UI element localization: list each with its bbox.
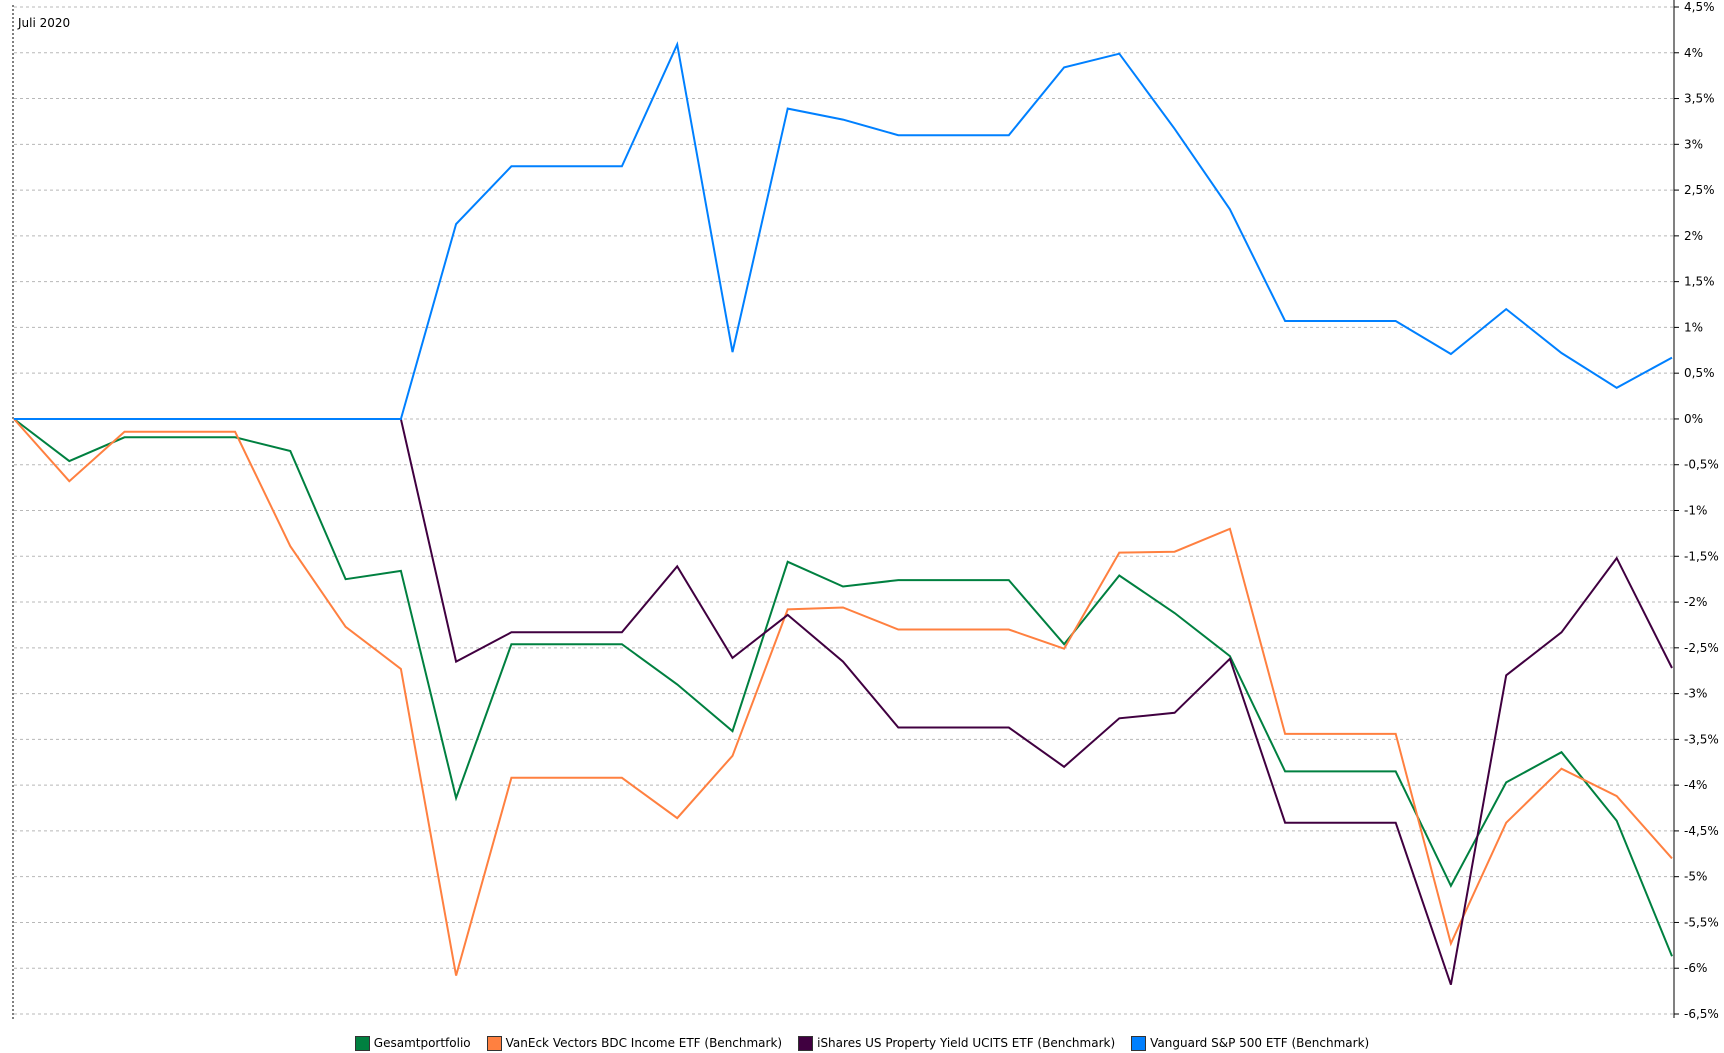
y-tick-label: -3% xyxy=(1684,687,1707,701)
legend-swatch xyxy=(486,1035,502,1051)
legend: Gesamtportfolio VanEck Vectors BDC Income… xyxy=(0,1033,1724,1053)
y-tick-label: -2% xyxy=(1684,595,1707,609)
legend-swatch xyxy=(798,1035,814,1051)
y-tick-label: 4,5% xyxy=(1684,0,1715,14)
y-tick-label: 3% xyxy=(1684,137,1703,151)
y-tick-label: -5,5% xyxy=(1684,915,1719,929)
y-tick-label: 3,5% xyxy=(1684,92,1715,106)
legend-item-0: Gesamtportfolio xyxy=(354,1035,471,1051)
series-line-1 xyxy=(13,418,1673,976)
legend-label: Vanguard S&P 500 ETF (Benchmark) xyxy=(1150,1036,1370,1050)
y-tick-label: 1,5% xyxy=(1684,275,1715,289)
y-tick-label: 0% xyxy=(1684,412,1703,426)
legend-swatch xyxy=(1131,1035,1147,1051)
y-tick-label: 2% xyxy=(1684,229,1703,243)
x-start-date-label: Juli 2020 xyxy=(17,16,70,30)
y-tick-label: -4,5% xyxy=(1684,824,1719,838)
y-tick-label: -4% xyxy=(1684,778,1707,792)
series-line-0 xyxy=(13,418,1673,957)
legend-label: VanEck Vectors BDC Income ETF (Benchmark… xyxy=(505,1036,783,1050)
legend-label: iShares US Property Yield UCITS ETF (Ben… xyxy=(817,1036,1116,1050)
y-tick-label: 0,5% xyxy=(1684,366,1715,380)
y-tick-label: -2,5% xyxy=(1684,641,1719,655)
y-tick-label: -6% xyxy=(1684,961,1707,975)
series-line-2 xyxy=(14,418,1673,986)
y-tick-label: -1% xyxy=(1684,504,1707,518)
y-axis-ticks: 4,5% 4% 3,5% 3% 2,5% 2% 1,5% 1% 0,5% 0% -0,5% -1% -1… xyxy=(1674,0,1719,1021)
y-tick-label: 4% xyxy=(1684,46,1703,60)
legend-item-1: VanEck Vectors BDC Income ETF (Benchmark… xyxy=(486,1035,783,1051)
legend-label: Gesamtportfolio xyxy=(373,1036,471,1050)
y-tick-label: 1% xyxy=(1684,320,1703,334)
legend-item-2: iShares US Property Yield UCITS ETF (Ben… xyxy=(798,1035,1116,1051)
legend-swatch xyxy=(354,1035,370,1051)
y-tick-label: -6,5% xyxy=(1684,1007,1719,1021)
y-tick-label: -0,5% xyxy=(1684,458,1719,472)
series-line-3 xyxy=(14,41,1673,420)
y-tick-label: -1,5% xyxy=(1684,549,1719,563)
y-tick-label: -3,5% xyxy=(1684,732,1719,746)
legend-item-3: Vanguard S&P 500 ETF (Benchmark) xyxy=(1131,1035,1370,1051)
y-tick-label: -5% xyxy=(1684,870,1707,884)
gridlines xyxy=(14,6,1674,1015)
y-tick-label: 2,5% xyxy=(1684,183,1715,197)
series-lines xyxy=(13,41,1673,986)
